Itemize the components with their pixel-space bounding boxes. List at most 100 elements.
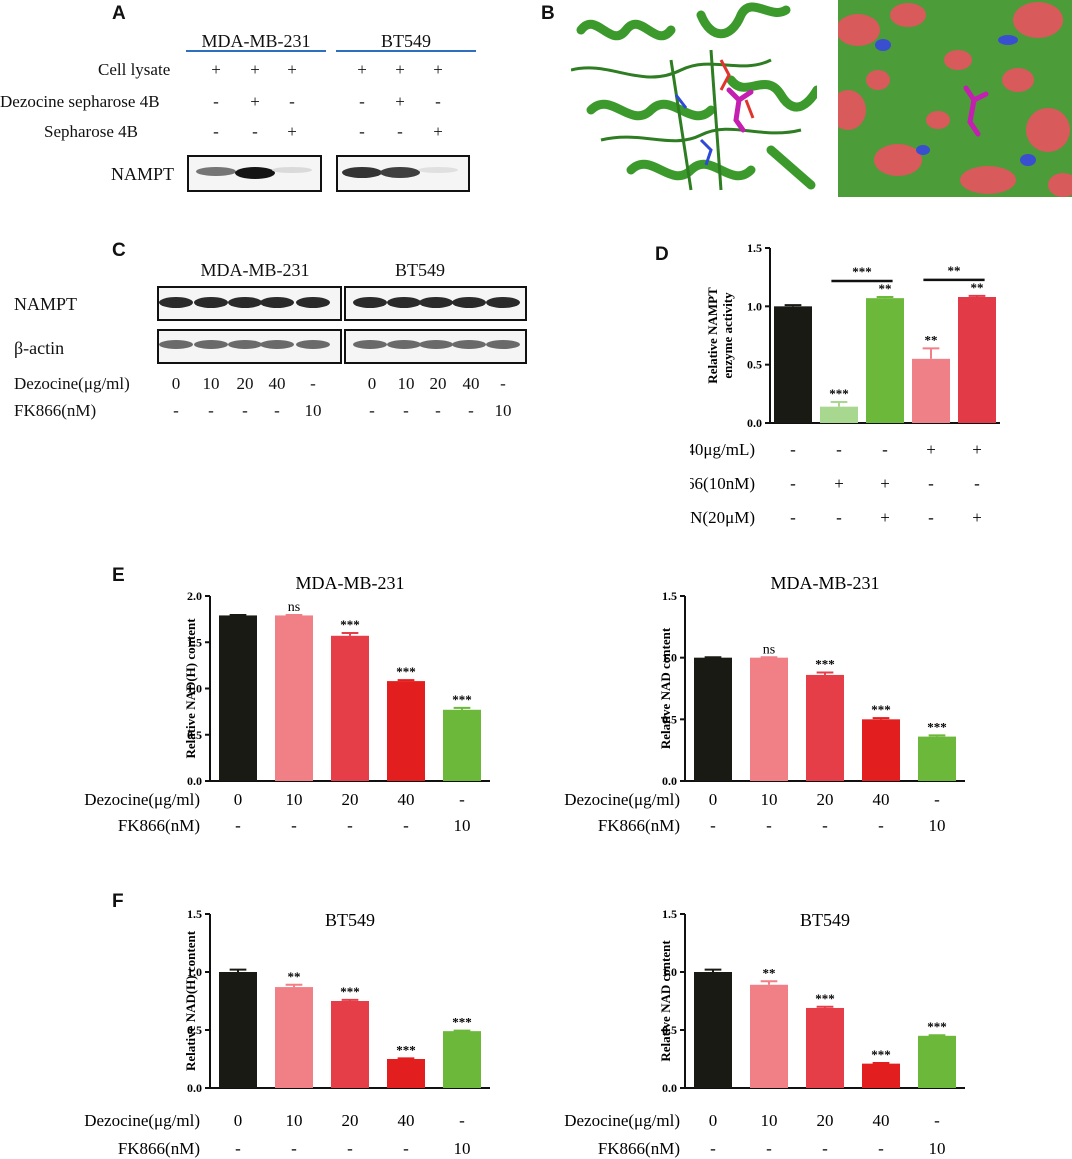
a-row-label: Cell lysate (98, 60, 171, 79)
y-tick-label: 1.0 (662, 965, 677, 979)
c-row-mark: - (242, 401, 248, 420)
c-row-mark: 10 (202, 374, 220, 393)
treatment-mark: - (934, 790, 940, 809)
treatment-mark: - (403, 816, 409, 835)
c-nampt-band (260, 297, 294, 308)
bar (918, 1035, 956, 1088)
bar (750, 984, 788, 1088)
a-row-mark: + (250, 60, 260, 79)
chart-title: MDA-MB-231 (770, 575, 879, 593)
treatment-row-label: Dezocine(μg/ml) (564, 1111, 680, 1130)
y-tick-label: 0.0 (662, 1081, 677, 1095)
chart-e-nad: MDA-MB-231 0.0 0.5 1.0 1.5 Relative NAD conte… (564, 575, 965, 835)
c-row-mark: 20 (429, 374, 447, 393)
y-tick-label: 2.0 (187, 589, 202, 603)
treatment-row-label: FK866(10nM) (690, 474, 755, 493)
c-row-mark: - (274, 401, 280, 420)
bar (443, 1031, 481, 1088)
bar (820, 406, 858, 423)
y-axis-label: Relative NAD(H) content (183, 618, 198, 759)
a-row-mark: + (395, 60, 405, 79)
c-actin-band (387, 340, 421, 349)
treatment-mark: 40 (398, 1111, 415, 1130)
chart-f-nadh: BT549 0.0 0.5 1.0 1.5 Relative NAD(H) content… (84, 907, 490, 1158)
bar (750, 657, 788, 781)
a-cell-line-1: MDA-MB-231 (201, 31, 311, 51)
c-nampt-band (353, 297, 387, 308)
c-row-mark: 20 (236, 374, 254, 393)
bar (866, 298, 904, 423)
treatment-mark: 10 (761, 790, 778, 809)
a-row-mark: - (213, 92, 219, 111)
treatment-mark: - (403, 1139, 409, 1158)
bar (806, 674, 844, 781)
c-row-mark: 0 (367, 374, 377, 393)
treatment-mark: - (878, 816, 884, 835)
treatment-mark: - (934, 1111, 940, 1130)
c-row-mark: - (369, 401, 375, 420)
a-blot-band (418, 167, 458, 174)
treatment-mark: - (882, 440, 888, 459)
treatment-mark: + (834, 474, 844, 493)
y-axis-label: Relative NAD(H) content (183, 930, 198, 1071)
c-nampt-band (228, 297, 262, 308)
treatment-mark: + (972, 440, 982, 459)
bar (694, 657, 732, 781)
bar (387, 681, 425, 781)
significance-label: ** (763, 965, 776, 980)
treatment-mark: - (710, 1139, 716, 1158)
treatment-mark: - (766, 1139, 772, 1158)
significance-label: *** (829, 386, 849, 401)
treatment-mark: 20 (342, 790, 359, 809)
a-row-mark: - (435, 92, 441, 111)
treatment-row-label: FK866(nM) (118, 816, 200, 835)
bar (387, 1059, 425, 1088)
treatment-mark: 0 (709, 1111, 718, 1130)
significance-label: *** (871, 702, 891, 717)
panel-label-a: A (112, 3, 126, 24)
treatment-mark: 0 (234, 790, 243, 809)
significance-label: *** (871, 1047, 891, 1062)
a-row-mark: - (252, 122, 258, 141)
treatment-mark: - (822, 816, 828, 835)
c-nampt-band (452, 297, 486, 308)
c-nampt-band (419, 297, 453, 308)
a-row-label: Sepharose 4B (44, 122, 138, 141)
treatment-mark: - (928, 508, 934, 527)
treatment-row-label: FK866(nM) (598, 1139, 680, 1158)
treatment-mark: - (836, 440, 842, 459)
a-row-mark: + (287, 60, 297, 79)
bracket-label: *** (852, 264, 872, 279)
a-row-mark: + (357, 60, 367, 79)
significance-label: ** (288, 969, 301, 984)
c-actin-band (228, 340, 262, 349)
chart-e-nadh: MDA-MB-231 0.0 0.5 1.0 1.5 2.0 Relative NAD(H)… (84, 575, 490, 835)
c-row-mark: - (500, 374, 506, 393)
c-row-label: FK866(nM) (14, 401, 97, 420)
bar (774, 306, 812, 423)
b-surface-structure-image (838, 0, 1072, 197)
treatment-mark: - (766, 816, 772, 835)
treatment-mark: 10 (286, 790, 303, 809)
treatment-mark: - (235, 816, 241, 835)
y-tick-label: 1.0 (662, 651, 677, 665)
bracket-label: ** (948, 263, 961, 278)
c-row-mark: - (208, 401, 214, 420)
y-tick-label: 1.5 (662, 589, 677, 603)
treatment-mark: - (235, 1139, 241, 1158)
c-row-label: Dezocine(μg/ml) (14, 374, 130, 393)
significance-label: *** (452, 692, 472, 707)
a-row-mark: - (213, 122, 219, 141)
treatment-mark: 40 (873, 1111, 890, 1130)
c-actin-band (486, 340, 520, 349)
bar (275, 987, 313, 1088)
treatment-row-label: Dezocine(40μg/mL) (690, 440, 755, 459)
y-tick-label: 0.5 (662, 1023, 677, 1037)
c-actin-band (194, 340, 228, 349)
treatment-mark: - (790, 440, 796, 459)
significance-label: ns (763, 642, 775, 657)
treatment-mark: + (926, 440, 936, 459)
a-blot-band (272, 167, 312, 174)
y-tick-label: 1.0 (747, 299, 762, 313)
y-tick-label: 0.5 (187, 728, 202, 742)
